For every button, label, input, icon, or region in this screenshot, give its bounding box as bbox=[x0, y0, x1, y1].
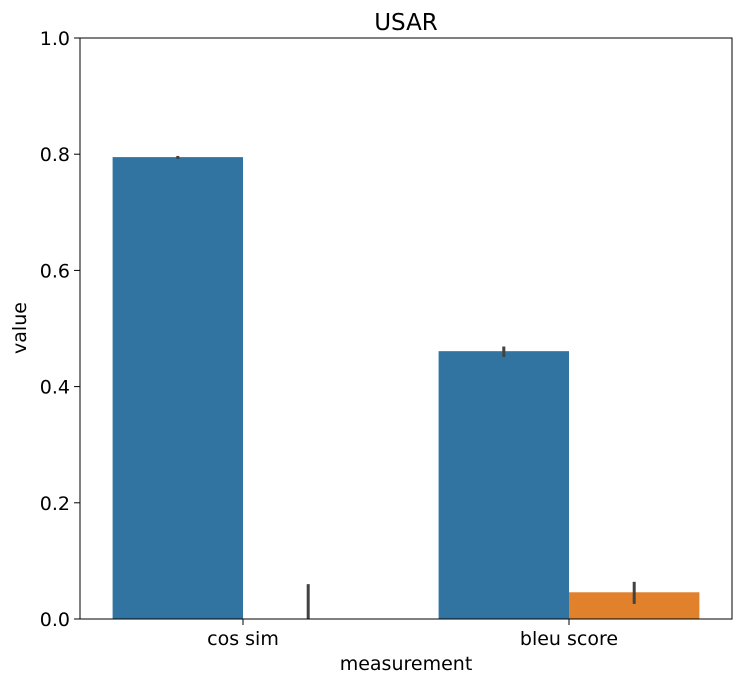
y-tick-label: 0.0 bbox=[40, 609, 70, 631]
plot-frame bbox=[79, 37, 733, 620]
y-tick-label: 0.8 bbox=[40, 144, 70, 166]
y-tick-label: 0.4 bbox=[40, 377, 70, 399]
y-tick-label: 1.0 bbox=[40, 28, 70, 50]
bar bbox=[112, 157, 243, 620]
y-axis: 0.0 0.2 0.4 0.6 0.8 1.0 bbox=[40, 28, 80, 631]
y-tick-label: 0.2 bbox=[40, 493, 70, 515]
bar bbox=[438, 351, 569, 619]
x-axis-title: measurement bbox=[340, 653, 473, 675]
x-tick-label: cos sim bbox=[207, 628, 279, 650]
y-tick-label: 0.6 bbox=[40, 260, 70, 282]
chart-title: USAR bbox=[374, 10, 438, 36]
x-tick-label: bleu score bbox=[520, 628, 618, 650]
bars-group bbox=[112, 157, 700, 620]
error-bars-group bbox=[176, 155, 636, 619]
x-axis: cos sim bleu score bbox=[207, 619, 618, 650]
y-axis-title: value bbox=[9, 302, 31, 354]
